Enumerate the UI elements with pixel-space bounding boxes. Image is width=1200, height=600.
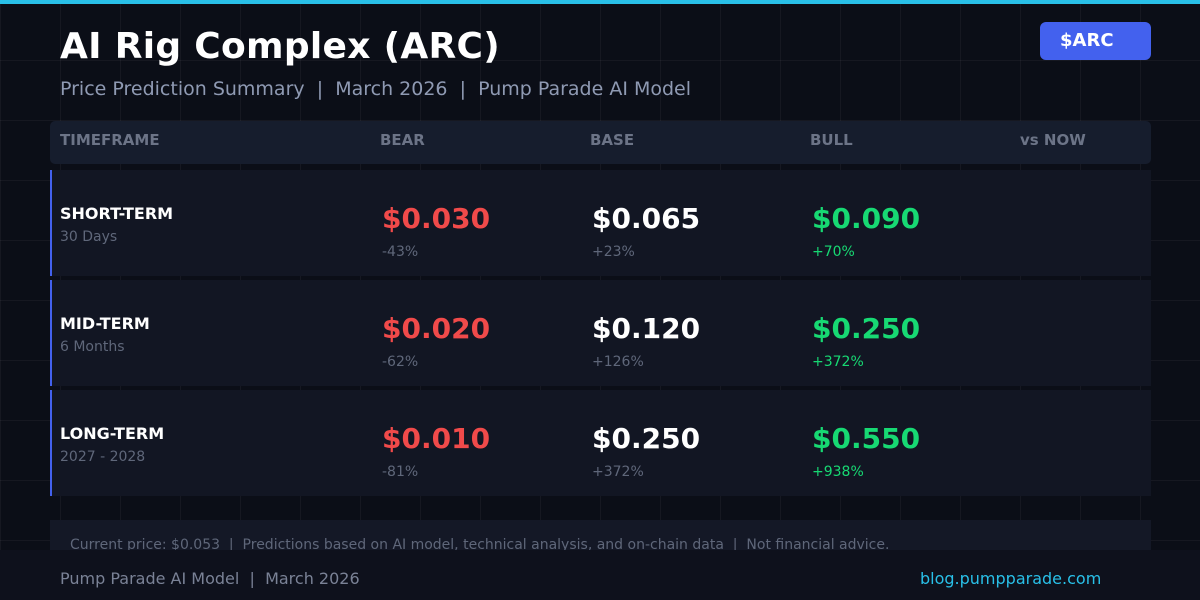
column-header-base: BASE xyxy=(590,131,635,149)
table-row: MID-TERM 6 Months $0.020 -62% $0.120 +12… xyxy=(50,280,1151,386)
bear-change: -62% xyxy=(382,354,419,370)
base-price: $0.120 xyxy=(592,312,701,345)
timeframe-period: 6 Months xyxy=(60,339,125,355)
bear-price: $0.030 xyxy=(382,202,491,235)
page-title: AI Rig Complex (ARC) xyxy=(60,26,501,67)
bull-change: +372% xyxy=(812,354,864,370)
bear-price: $0.010 xyxy=(382,422,491,455)
footer-credit: Pump Parade AI Model | March 2026 xyxy=(60,569,360,588)
top-accent-bar xyxy=(0,0,1200,4)
bear-price: $0.020 xyxy=(382,312,491,345)
bull-change: +70% xyxy=(812,244,855,260)
disclaimer-text: Current price: $0.053 | Predictions base… xyxy=(70,537,890,553)
base-price: $0.065 xyxy=(592,202,701,235)
base-change: +23% xyxy=(592,244,635,260)
bull-price: $0.250 xyxy=(812,312,921,345)
timeframe-period: 30 Days xyxy=(60,229,118,245)
page-subtitle: Price Prediction Summary | March 2026 | … xyxy=(60,78,692,100)
table-header: TIMEFRAME BEAR BASE BULL vs NOW xyxy=(50,121,1151,164)
base-change: +126% xyxy=(592,354,644,370)
table-row: SHORT-TERM 30 Days $0.030 -43% $0.065 +2… xyxy=(50,170,1151,276)
bull-price: $0.550 xyxy=(812,422,921,455)
footer: Pump Parade AI Model | March 2026 blog.p… xyxy=(0,550,1200,600)
column-header-bear: BEAR xyxy=(380,131,425,149)
timeframe-period: 2027 - 2028 xyxy=(60,449,146,465)
column-header-vs-now: vs NOW xyxy=(1020,131,1086,149)
bull-price: $0.090 xyxy=(812,202,921,235)
bear-change: -81% xyxy=(382,464,419,480)
base-change: +372% xyxy=(592,464,644,480)
column-header-timeframe: TIMEFRAME xyxy=(60,131,160,149)
base-price: $0.250 xyxy=(592,422,701,455)
timeframe-label: SHORT-TERM xyxy=(60,204,174,223)
column-header-bull: BULL xyxy=(810,131,853,149)
bear-change: -43% xyxy=(382,244,419,260)
bull-change: +938% xyxy=(812,464,864,480)
timeframe-label: LONG-TERM xyxy=(60,424,165,443)
timeframe-label: MID-TERM xyxy=(60,314,150,333)
footer-link[interactable]: blog.pumpparade.com xyxy=(920,569,1102,588)
ticker-badge: $ARC xyxy=(1040,22,1151,60)
table-row: LONG-TERM 2027 - 2028 $0.010 -81% $0.250… xyxy=(50,390,1151,496)
